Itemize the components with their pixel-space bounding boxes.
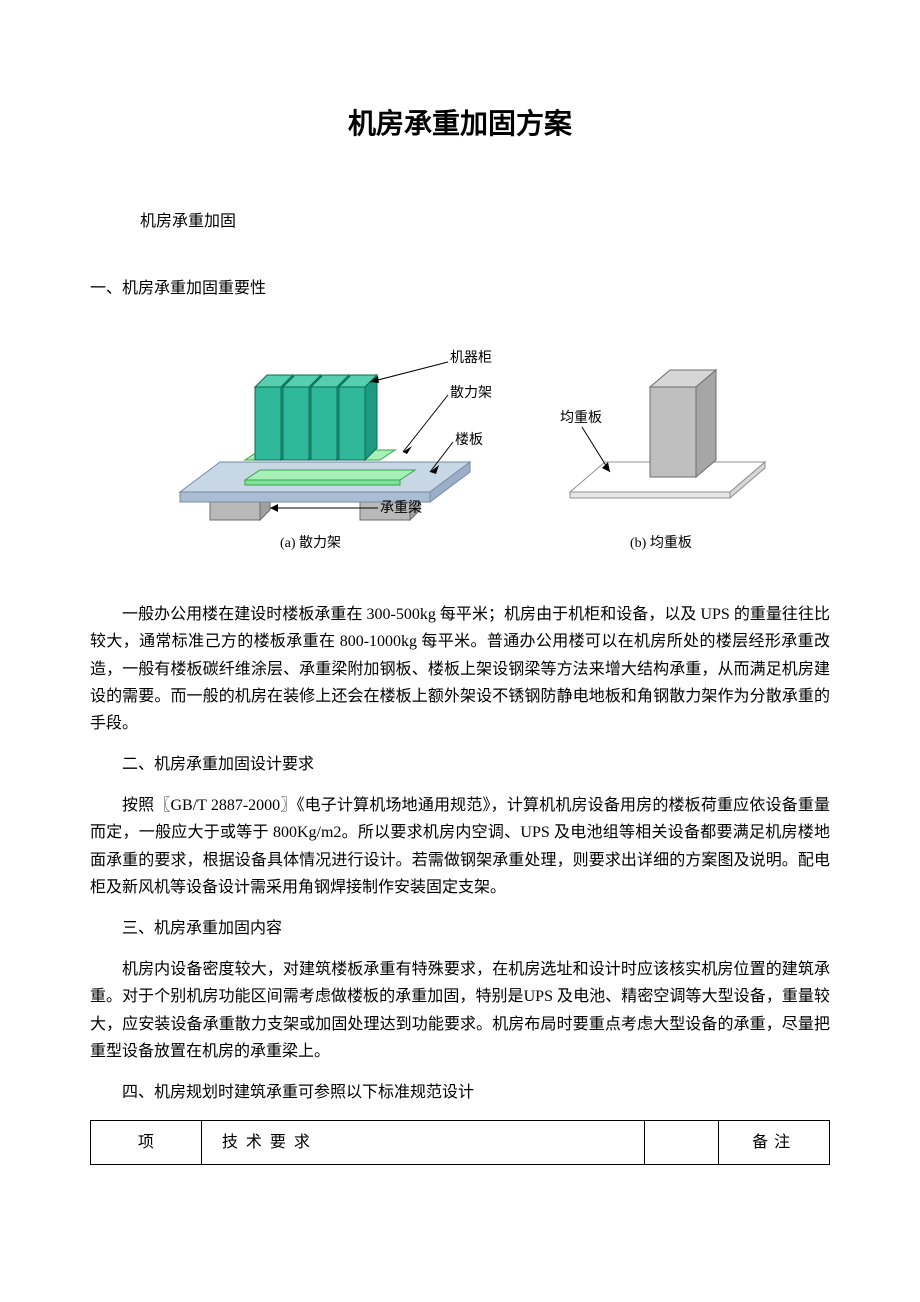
th-note: 备注 (719, 1121, 830, 1165)
label-floor: 楼板 (455, 432, 483, 448)
label-beam: 承重梁 (380, 500, 422, 516)
table-row: 项 技术要求 备注 (91, 1121, 830, 1165)
caption-left: (a) 散力架 (280, 535, 341, 551)
label-spreader: 散力架 (450, 385, 492, 401)
section-1-heading: 一、机房承重加固重要性 (90, 275, 830, 302)
subheading: 机房承重加固 (140, 208, 830, 235)
page-title: 机房承重加固方案 (90, 100, 830, 148)
diagram-left: 机器柜 散力架 楼板 承重梁 (a) 散力架 (180, 350, 492, 551)
caption-right: (b) 均重板 (630, 535, 692, 551)
label-plate: 均重板 (560, 410, 602, 426)
label-cabinet: 机器柜 (450, 350, 492, 366)
cabinets (255, 375, 377, 460)
th-blank (645, 1121, 719, 1165)
paragraph-3: 机房内设备密度较大，对建筑楼板承重有特殊要求，在机房选址和设计时应该核实机房位置… (90, 956, 830, 1065)
section-2-heading: 二、机房承重加固设计要求 (90, 751, 830, 778)
diagram-right: 均重板 (b) 均重板 (560, 370, 765, 551)
spec-table: 项 技术要求 备注 (90, 1120, 830, 1165)
th-item: 项 (91, 1121, 202, 1165)
paragraph-1: 一般办公用楼在建设时楼板承重在 300-500kg 每平米；机房由于机柜和设备，… (90, 601, 830, 737)
section-4-heading: 四、机房规划时建筑承重可参照以下标准规范设计 (90, 1079, 830, 1106)
diagram-container: 机器柜 散力架 楼板 承重梁 (a) 散力架 (90, 332, 830, 571)
th-tech: 技术要求 (201, 1121, 644, 1165)
section-3-heading: 三、机房承重加固内容 (90, 915, 830, 942)
diagram-svg: 机器柜 散力架 楼板 承重梁 (a) 散力架 (90, 332, 830, 562)
equipment-box (650, 370, 716, 477)
paragraph-2: 按照〖GB/T 2887-2000〗《电子计算机场地通用规范》，计算机机房设备用… (90, 792, 830, 901)
